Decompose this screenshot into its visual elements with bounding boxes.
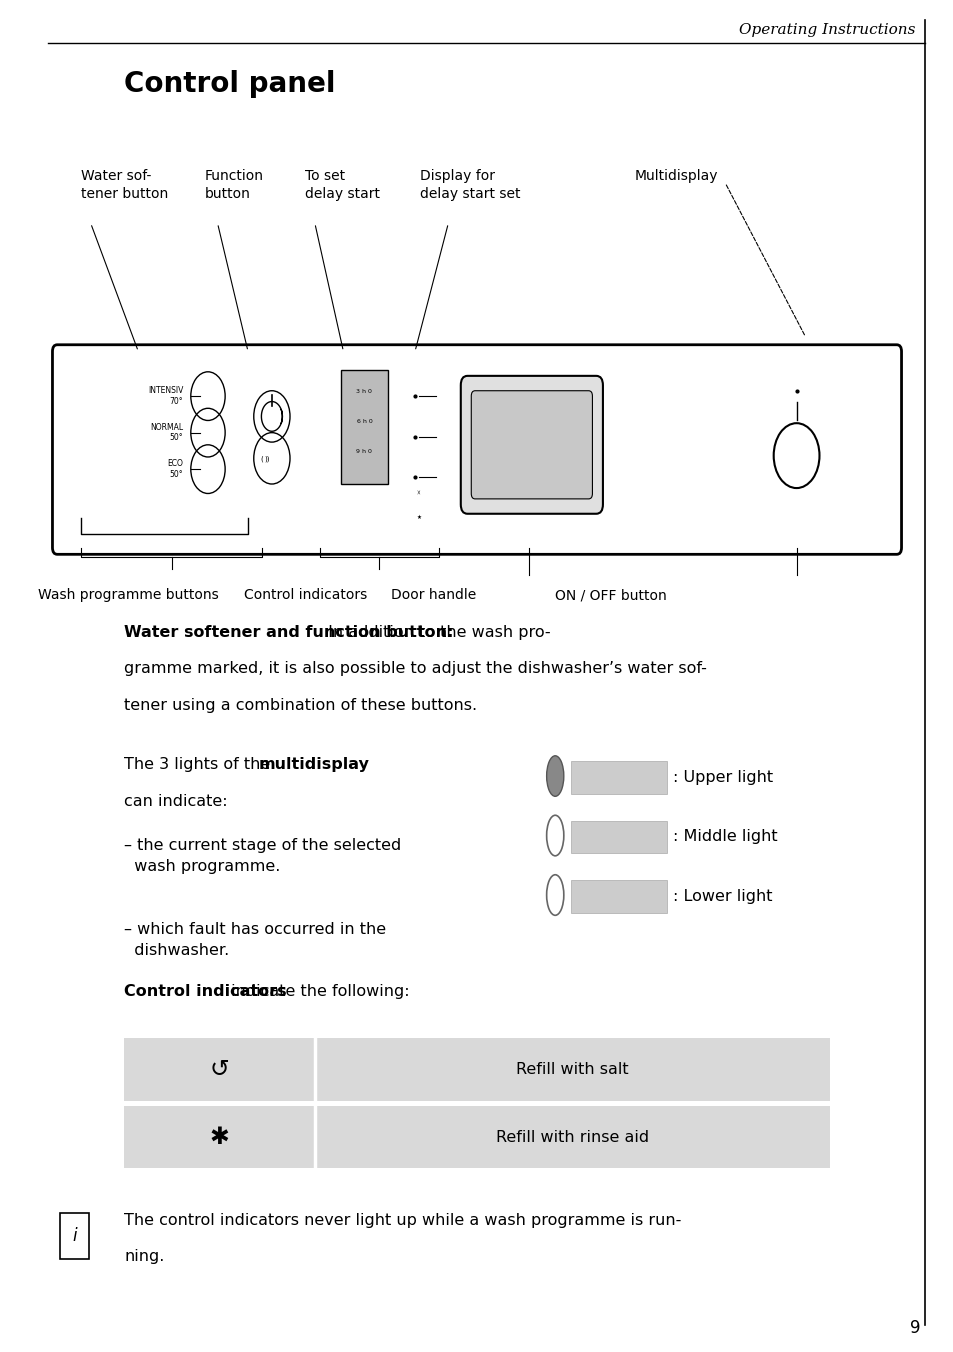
Text: To set
delay start: To set delay start: [305, 169, 380, 201]
Text: Multidisplay: Multidisplay: [634, 169, 718, 183]
Text: Control indicators: Control indicators: [243, 588, 367, 602]
Bar: [571, 761, 666, 794]
Text: 9: 9: [909, 1318, 920, 1337]
Text: indicate the following:: indicate the following:: [226, 984, 410, 999]
Text: In addition to the wash pro-: In addition to the wash pro-: [322, 625, 550, 639]
Text: tener using a combination of these buttons.: tener using a combination of these butto…: [124, 698, 476, 713]
Text: ↺: ↺: [210, 1057, 229, 1082]
Bar: [60, 1213, 89, 1259]
Text: Refill with salt: Refill with salt: [516, 1061, 628, 1078]
Text: Control panel: Control panel: [124, 70, 335, 97]
Bar: [124, 1038, 829, 1101]
Text: (: (: [260, 456, 263, 461]
Text: Operating Instructions: Operating Instructions: [739, 23, 915, 37]
Text: Control indicators: Control indicators: [124, 984, 286, 999]
Text: Wash programme buttons: Wash programme buttons: [38, 588, 219, 602]
Text: gramme marked, it is also possible to adjust the dishwasher’s water sof-: gramme marked, it is also possible to ad…: [124, 661, 706, 676]
Text: – which fault has occurred in the
  dishwasher.: – which fault has occurred in the dishwa…: [124, 922, 386, 959]
Text: 3 h 0: 3 h 0: [356, 389, 372, 395]
FancyBboxPatch shape: [460, 376, 602, 514]
Text: – the current stage of the selected
  wash programme.: – the current stage of the selected wash…: [124, 838, 401, 875]
Text: The control indicators never light up while a wash programme is run-: The control indicators never light up wh…: [124, 1213, 680, 1228]
Text: can indicate:: can indicate:: [124, 794, 228, 808]
FancyBboxPatch shape: [471, 391, 592, 499]
Text: : Middle light: : Middle light: [672, 829, 777, 845]
Text: The 3 lights of the: The 3 lights of the: [124, 757, 275, 772]
Text: 6 h 0: 6 h 0: [356, 419, 372, 425]
Text: ★: ★: [416, 515, 421, 521]
Bar: [571, 880, 666, 913]
FancyBboxPatch shape: [340, 370, 388, 484]
Text: Water softener and function button:: Water softener and function button:: [124, 625, 453, 639]
FancyBboxPatch shape: [52, 345, 901, 554]
Text: ☓: ☓: [416, 491, 420, 496]
Text: ning.: ning.: [124, 1249, 164, 1264]
Text: ON / OFF button: ON / OFF button: [554, 588, 666, 602]
Text: ECO
50°: ECO 50°: [167, 460, 183, 479]
Text: NORMAL
50°: NORMAL 50°: [150, 423, 183, 442]
Bar: [571, 821, 666, 853]
Bar: [124, 1106, 829, 1168]
Ellipse shape: [546, 756, 563, 796]
Text: i: i: [72, 1226, 76, 1245]
Text: 9 h 0: 9 h 0: [356, 449, 372, 454]
Text: INTENSIV
70°: INTENSIV 70°: [148, 387, 183, 406]
Text: multidisplay: multidisplay: [258, 757, 369, 772]
Text: )): )): [264, 456, 270, 461]
Text: Door handle: Door handle: [391, 588, 476, 602]
Text: Display for
delay start set: Display for delay start set: [419, 169, 519, 201]
Text: : Upper light: : Upper light: [672, 769, 772, 786]
Text: Refill with rinse aid: Refill with rinse aid: [496, 1129, 648, 1145]
Text: : Lower light: : Lower light: [672, 888, 771, 904]
Text: ✱: ✱: [210, 1125, 229, 1149]
Text: Function
button: Function button: [205, 169, 264, 201]
Text: Water sof-
tener button: Water sof- tener button: [81, 169, 168, 201]
